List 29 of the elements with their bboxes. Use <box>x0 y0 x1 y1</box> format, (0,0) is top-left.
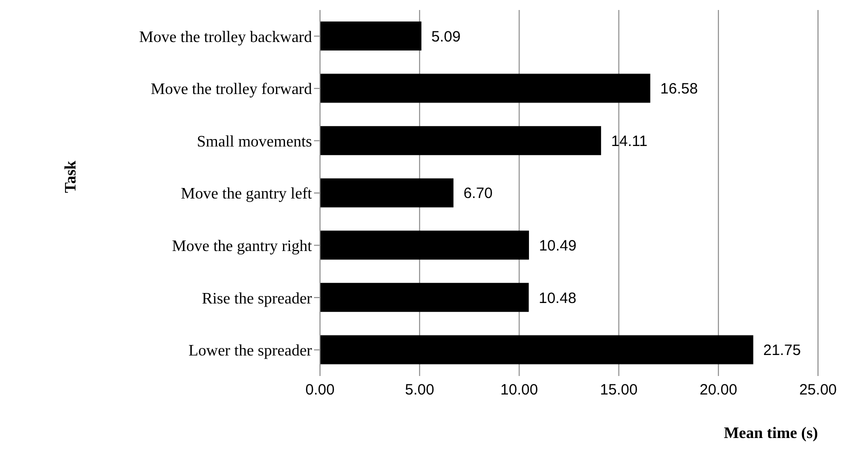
y-tick-label: Small movements <box>196 133 312 150</box>
y-tick-label: Rise the spreader <box>202 290 313 308</box>
y-tick-label: Move the gantry right <box>172 238 313 255</box>
data-label: 14.11 <box>611 132 648 150</box>
x-tick-label: 10.00 <box>500 382 538 399</box>
bar <box>320 126 602 156</box>
data-label: 6.70 <box>463 185 493 202</box>
data-label: 16.58 <box>660 80 698 98</box>
bar <box>320 335 754 364</box>
x-tick-label: 15.00 <box>600 382 638 399</box>
data-label: 10.49 <box>538 237 577 254</box>
bar <box>320 74 650 103</box>
x-tick-label: 25.00 <box>799 382 837 399</box>
y-axis-title: Task <box>62 160 80 193</box>
x-tick-label: 0.00 <box>305 382 335 399</box>
y-tick-label: Move the trolley forward <box>150 81 312 98</box>
bar <box>320 230 529 260</box>
bar <box>320 178 454 208</box>
bar <box>320 22 422 51</box>
y-tick-label: Lower the spreader <box>188 342 313 360</box>
data-label: 5.09 <box>431 28 461 46</box>
y-tick-label: Move the trolley backward <box>139 28 312 46</box>
bar <box>320 282 529 312</box>
x-tick-label: 20.00 <box>700 382 738 399</box>
x-axis-title: Mean time (s) <box>724 425 818 442</box>
data-label: 10.48 <box>538 290 576 307</box>
y-tick-label: Move the gantry left <box>180 186 313 203</box>
data-label: 21.75 <box>763 342 801 360</box>
x-tick-label: 5.00 <box>405 382 434 399</box>
